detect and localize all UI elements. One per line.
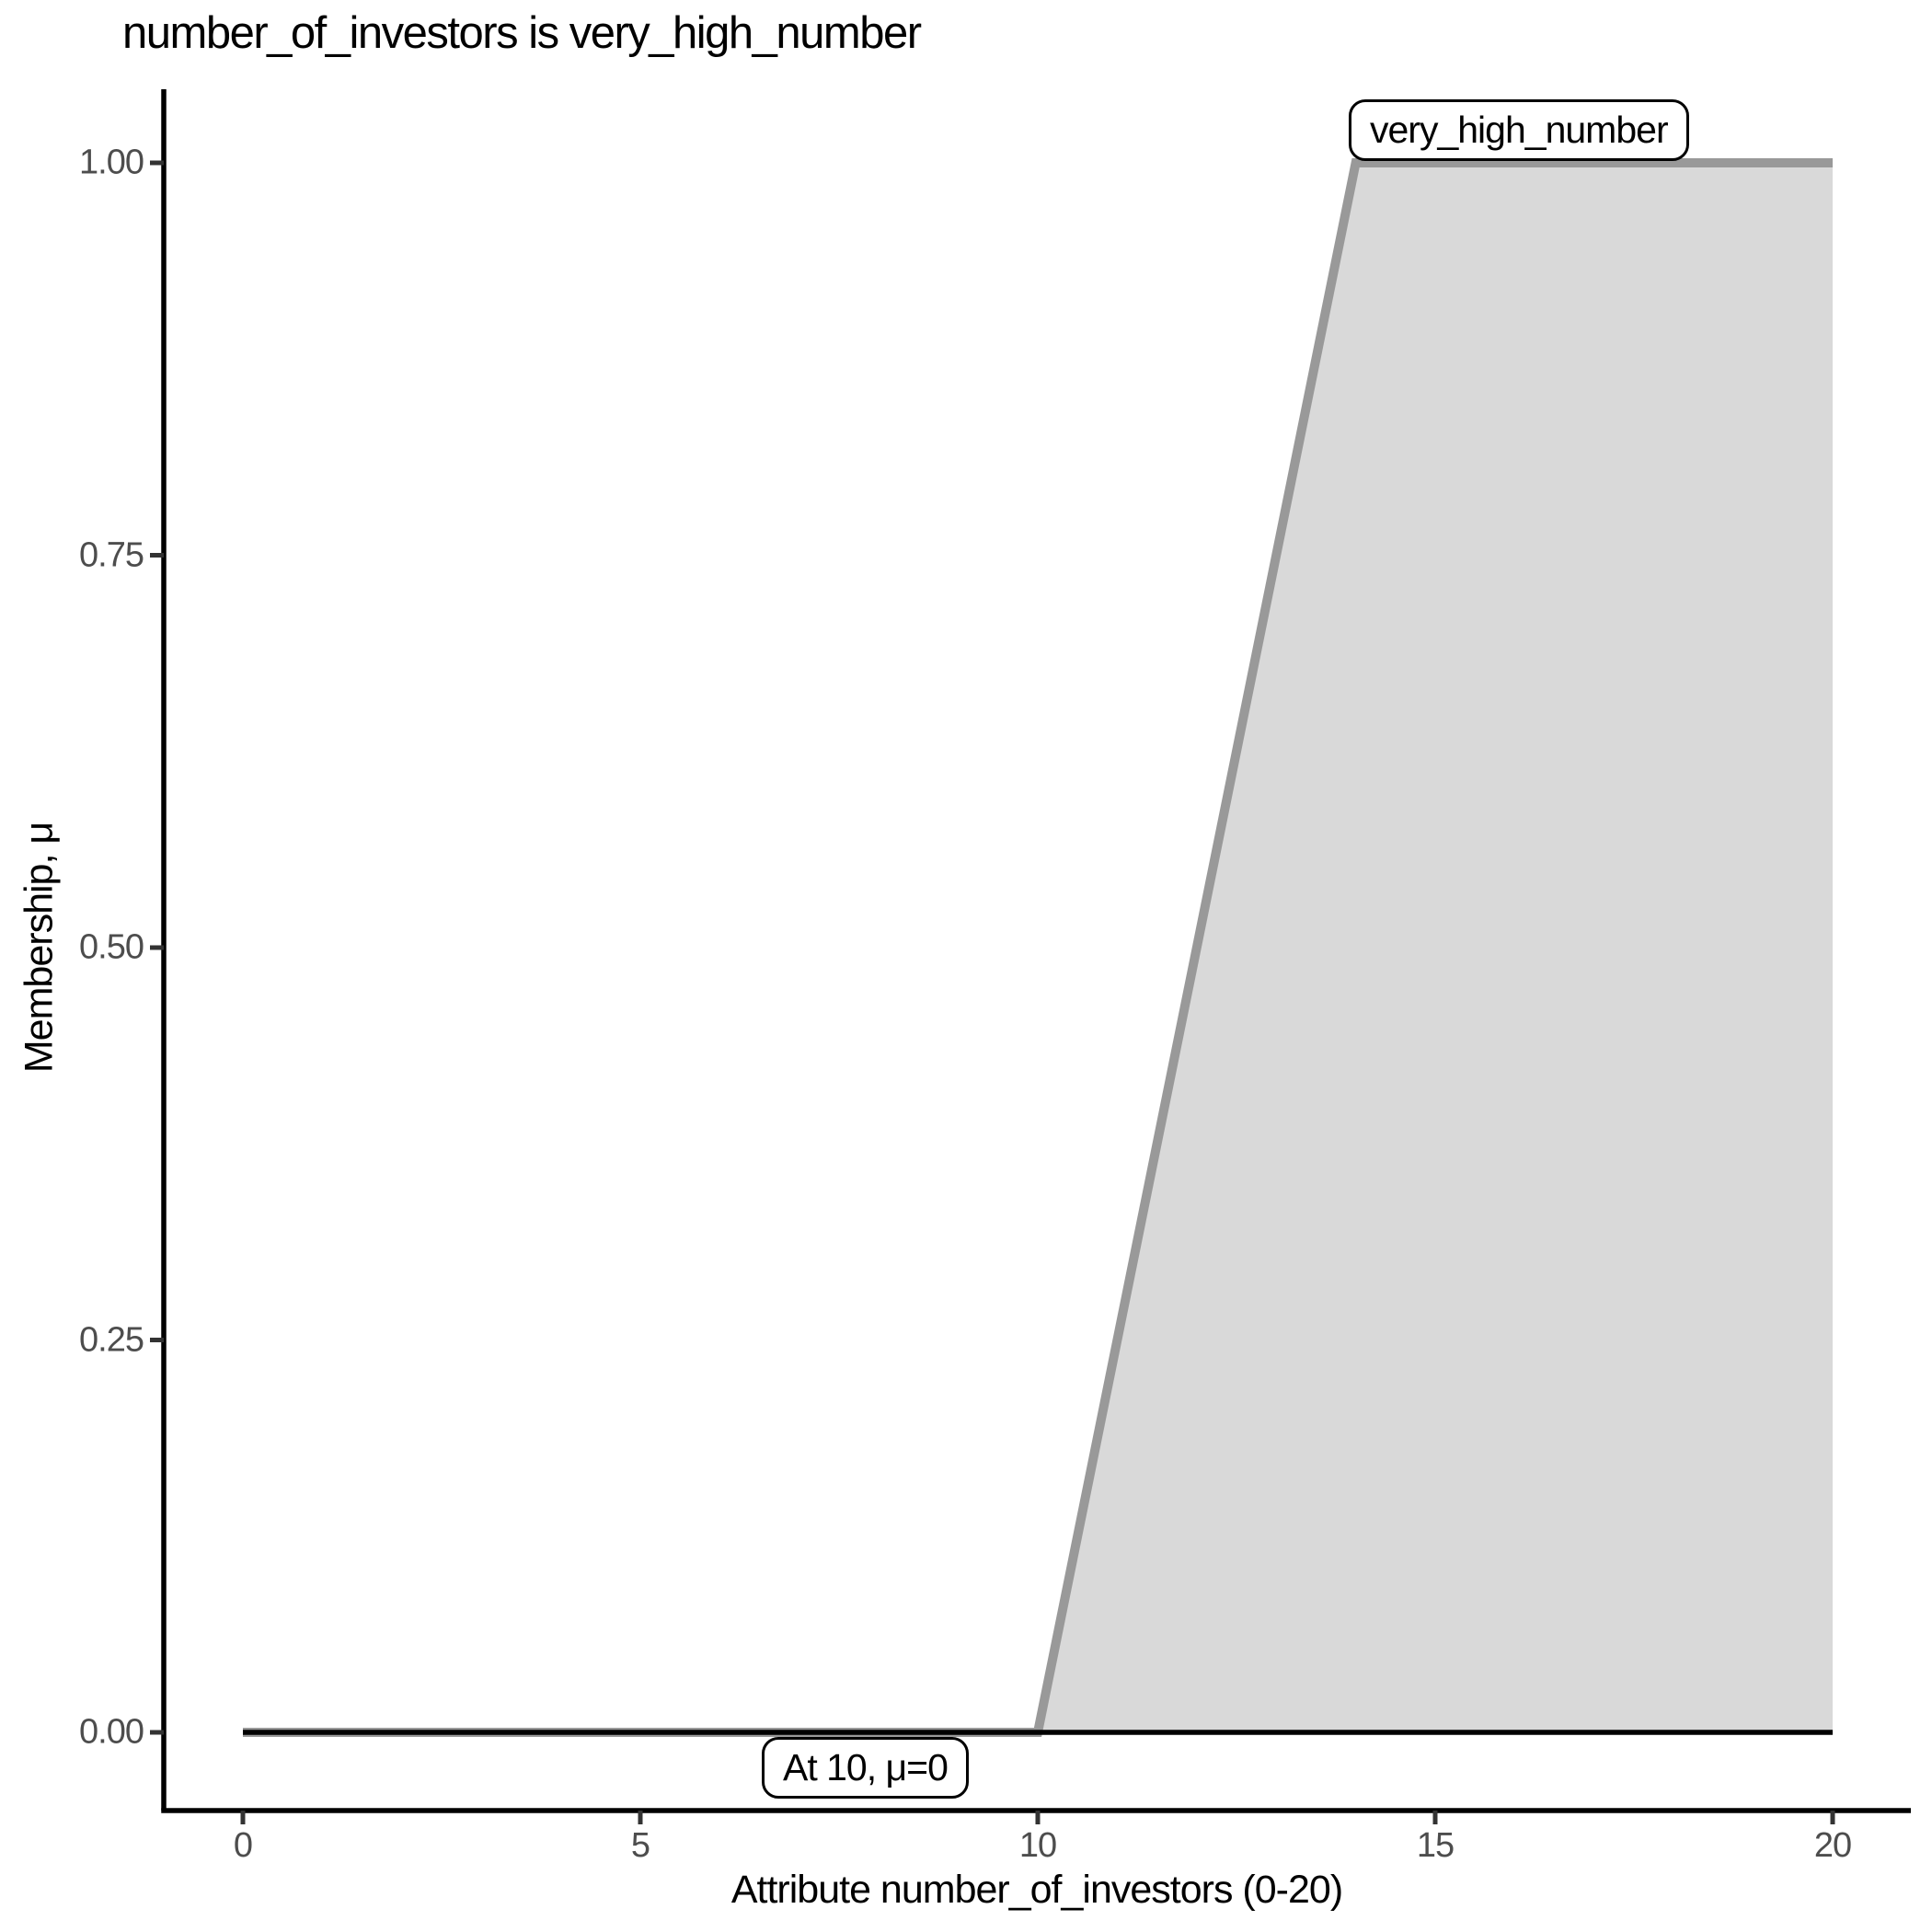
x-tick-label: 0 — [233, 1826, 253, 1865]
x-tick-label: 20 — [1813, 1826, 1852, 1865]
y-tick-label: 0.50 — [79, 927, 144, 967]
x-tick-label: 10 — [1018, 1826, 1057, 1865]
crisp-value-annotation: At 10, μ=0 — [762, 1737, 969, 1800]
x-axis-label: Attribute number_of_investors (0-20) — [730, 1868, 1343, 1912]
y-tick-label: 1.00 — [79, 143, 144, 182]
y-tick-label: 0.25 — [79, 1320, 144, 1359]
membership-area — [243, 163, 1833, 1732]
x-tick-label: 5 — [630, 1826, 650, 1865]
x-tick-label: 15 — [1416, 1826, 1455, 1865]
chart-title: number_of_investors is very_high_number — [122, 8, 922, 58]
set-name-annotation: very_high_number — [1349, 99, 1689, 162]
y-tick-label: 0.75 — [79, 535, 144, 574]
y-tick-label: 0.00 — [79, 1712, 144, 1752]
